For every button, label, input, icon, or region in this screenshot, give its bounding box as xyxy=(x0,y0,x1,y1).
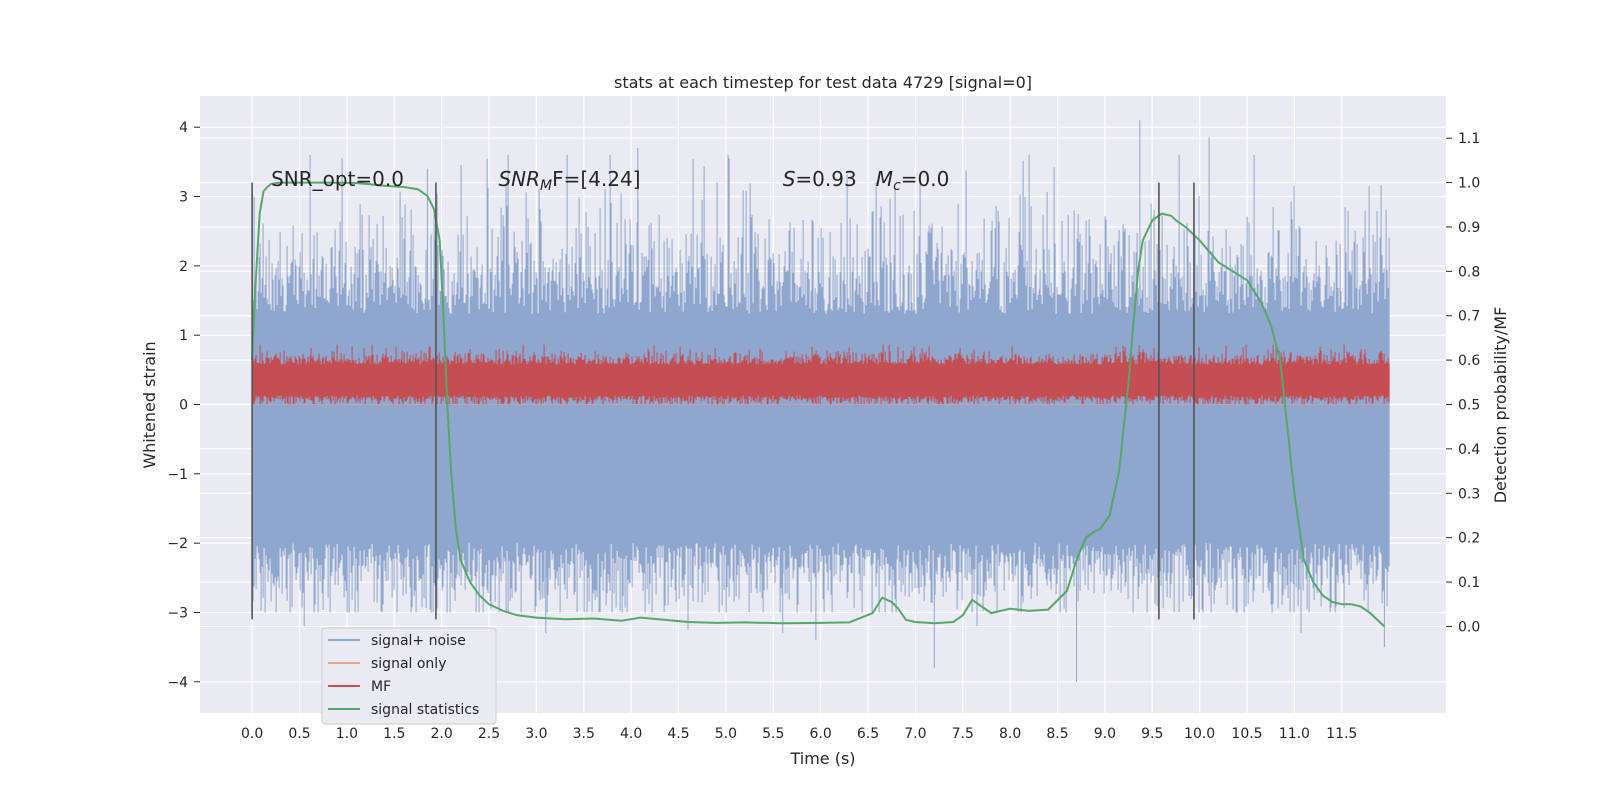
x-tick-label: 7.0 xyxy=(904,726,926,742)
left-y-tick-label: 1 xyxy=(179,328,188,344)
x-tick-label: 6.5 xyxy=(857,726,879,742)
annotation-s-mc: S=0.93 Mc=0.0 xyxy=(783,167,950,194)
x-tick-label: 5.5 xyxy=(762,726,784,742)
left-y-tick-label: −1 xyxy=(167,467,188,483)
legend-label-signal-noise: signal+ noise xyxy=(371,633,466,649)
x-tick-label: 3.5 xyxy=(573,726,595,742)
right-y-tick-label: 0.9 xyxy=(1458,220,1480,236)
ticks-layer: 0.0 0.5 1.0 1.5 2.0 2.5 3.0 3.5 4.0 4.5 5.0 5.5 6.0 6… xyxy=(167,120,1480,742)
left-y-tick-label: 4 xyxy=(179,120,188,136)
left-y-tick-label: 0 xyxy=(179,398,188,414)
x-tick-label: 4.5 xyxy=(667,726,689,742)
right-y-tick-label: 0.0 xyxy=(1458,619,1480,635)
chart-title: stats at each timestep for test data 472… xyxy=(614,73,1032,92)
right-y-tick-label: 0.8 xyxy=(1458,264,1480,280)
x-tick-label: 8.0 xyxy=(999,726,1021,742)
x-tick-label: 4.0 xyxy=(620,726,642,742)
x-tick-label: 1.0 xyxy=(336,726,358,742)
x-tick-label: 11.0 xyxy=(1279,726,1310,742)
x-axis-title: Time (s) xyxy=(789,749,855,768)
x-tick-label: 9.0 xyxy=(1094,726,1116,742)
x-tick-label: 3.0 xyxy=(525,726,547,742)
noise-layer xyxy=(251,120,1390,682)
x-tick-label: 9.5 xyxy=(1141,726,1163,742)
legend-label-mf: MF xyxy=(371,679,391,695)
x-tick-label: 5.0 xyxy=(715,726,737,742)
right-y-tick-label: 0.3 xyxy=(1458,486,1480,502)
annotation-layer: SNR_opt=0.0 SNRMF=[4.24] S=0.93 Mc=0.0 xyxy=(271,167,949,194)
x-tick-label: 0.5 xyxy=(288,726,310,742)
left-y-tick-label: 3 xyxy=(179,190,188,206)
right-y-tick-label: 0.1 xyxy=(1458,575,1480,591)
x-tick-label: 6.0 xyxy=(809,726,831,742)
x-tick-label: 2.0 xyxy=(430,726,452,742)
x-tick-label: 1.5 xyxy=(383,726,405,742)
x-tick-label: 2.5 xyxy=(478,726,500,742)
x-tick-label: 10.5 xyxy=(1231,726,1262,742)
right-y-tick-label: 1.1 xyxy=(1458,131,1480,147)
right-y-tick-label: 0.7 xyxy=(1458,309,1480,325)
x-tick-label: 8.5 xyxy=(1046,726,1068,742)
right-y-tick-label: 1.0 xyxy=(1458,176,1480,192)
right-y-tick-label: 0.6 xyxy=(1458,353,1480,369)
legend-label-signal-statistics: signal statistics xyxy=(371,702,479,718)
right-y-tick-label: 0.2 xyxy=(1458,531,1480,547)
right-y-tick-label: 0.5 xyxy=(1458,398,1480,414)
vline-layer xyxy=(251,182,1195,620)
legend: signal+ noise signal only MF signal stat… xyxy=(321,627,497,725)
x-tick-label: 10.0 xyxy=(1184,726,1215,742)
annotation-snr-opt: SNR_opt=0.0 xyxy=(271,167,404,191)
x-tick-label: 0.0 xyxy=(241,726,263,742)
annotation-snr-mf: SNRMF=[4.24] xyxy=(498,167,640,194)
legend-label-signal-only: signal only xyxy=(371,656,446,672)
x-tick-label: 11.5 xyxy=(1326,726,1357,742)
stats-layer xyxy=(251,181,1386,628)
legend-frame xyxy=(321,627,497,725)
left-y-tick-label: 2 xyxy=(179,259,188,275)
left-y-tick-label: −4 xyxy=(167,675,188,691)
right-y-tick-label: 0.4 xyxy=(1458,442,1480,458)
left-y-axis-title: Whitened strain xyxy=(140,341,159,468)
right-y-axis-title: Detection probability/MF xyxy=(1491,307,1510,504)
left-y-tick-label: −2 xyxy=(167,536,188,552)
left-y-tick-label: −3 xyxy=(167,605,188,621)
x-tick-label: 7.5 xyxy=(952,726,974,742)
series-signal-statistics xyxy=(251,181,1386,628)
